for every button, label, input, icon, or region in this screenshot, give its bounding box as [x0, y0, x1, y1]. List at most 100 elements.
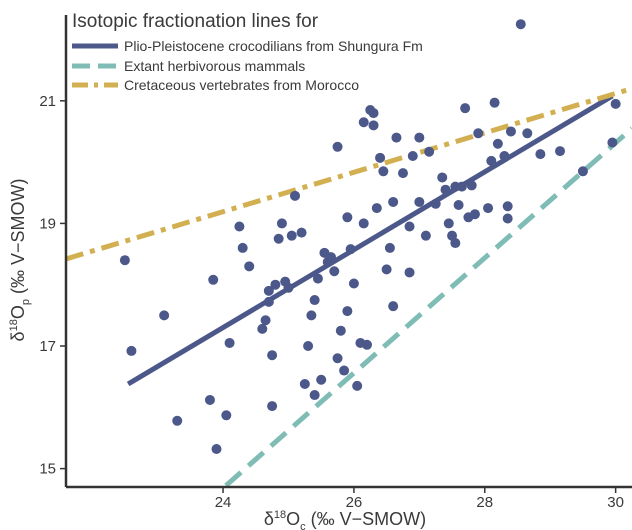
data-point: [391, 132, 402, 143]
data-point: [469, 209, 480, 220]
data-point: [306, 310, 317, 321]
data-point: [371, 203, 382, 214]
fractionation-lines: [66, 86, 632, 487]
data-point: [309, 295, 320, 306]
data-point: [440, 184, 451, 195]
data-point: [263, 296, 274, 307]
data-point: [499, 150, 510, 161]
data-point: [172, 415, 183, 426]
data-point: [234, 221, 245, 232]
data-point: [502, 213, 513, 224]
data-point: [221, 410, 232, 421]
data-point: [397, 168, 408, 179]
data-point: [489, 97, 500, 108]
legend-label-herbivorous-mammals: Extant herbivorous mammals: [124, 58, 305, 74]
data-point: [555, 146, 566, 157]
legend-label-crocodilians: Plio-Pleistocene crocodilians from Shung…: [124, 38, 423, 54]
data-point: [430, 198, 441, 209]
data-point: [381, 264, 392, 275]
fractionation-line-1: [220, 126, 632, 487]
x-tick-label: 30: [607, 494, 624, 511]
data-point: [303, 341, 314, 352]
data-point: [437, 172, 448, 183]
data-point: [515, 19, 526, 30]
data-point: [159, 310, 170, 321]
data-point: [483, 203, 494, 214]
data-point: [404, 221, 415, 232]
data-point: [610, 98, 621, 109]
data-point: [522, 128, 533, 139]
data-point: [296, 227, 307, 238]
y-tick-label: 15: [39, 461, 56, 478]
data-point: [388, 301, 399, 312]
x-axis-title: δ18Oc (‰ V−SMOW): [264, 509, 426, 530]
data-point: [502, 201, 513, 212]
data-point: [345, 244, 356, 255]
x-tick-label: 26: [346, 494, 363, 511]
data-point: [505, 126, 516, 137]
data-point: [224, 337, 235, 348]
data-point: [299, 379, 310, 390]
data-point: [473, 128, 484, 139]
data-point: [577, 166, 588, 177]
data-point: [204, 394, 215, 405]
data-point: [329, 266, 340, 277]
data-point: [466, 180, 477, 191]
axes: [64, 15, 632, 489]
data-point: [352, 380, 363, 391]
legend: Isotopic fractionation lines for Plio-Pl…: [72, 11, 423, 93]
data-point: [368, 120, 379, 131]
data-point: [358, 218, 369, 229]
legend-title: Isotopic fractionation lines for: [72, 11, 319, 32]
data-point: [414, 132, 425, 143]
data-point: [348, 278, 359, 289]
data-point: [404, 267, 415, 278]
data-point: [244, 261, 255, 272]
data-point: [126, 345, 137, 356]
data-point: [332, 353, 343, 364]
data-point: [312, 273, 323, 284]
data-point: [342, 306, 353, 317]
y-tick-label: 19: [39, 215, 56, 232]
data-point: [486, 155, 497, 166]
data-point: [607, 137, 618, 148]
data-point: [378, 166, 389, 177]
y-axis-title: δ18Op (‰ V−SMOW): [8, 179, 32, 342]
data-points: [119, 19, 621, 454]
data-point: [237, 242, 248, 253]
fractionation-line-0: [126, 93, 614, 387]
data-point: [456, 181, 467, 192]
data-point: [375, 152, 386, 163]
data-point: [424, 146, 435, 157]
data-point: [420, 230, 431, 241]
fractionation-line-2: [66, 86, 632, 262]
legend-label-cretaceous-vertebrates: Cretaceous vertebrates from Morocco: [124, 77, 359, 93]
x-tick-label: 28: [476, 494, 493, 511]
data-point: [270, 279, 281, 290]
data-point: [211, 443, 222, 454]
data-point: [309, 390, 320, 401]
data-point: [407, 150, 418, 161]
data-point: [358, 117, 369, 128]
data-point: [384, 242, 395, 253]
data-point: [263, 285, 274, 296]
data-point: [361, 339, 372, 350]
data-point: [535, 149, 546, 160]
data-point: [332, 141, 343, 152]
data-point: [316, 374, 327, 385]
data-point: [267, 350, 278, 361]
data-point: [335, 325, 346, 336]
data-point: [257, 323, 268, 334]
y-tick-label: 17: [39, 338, 56, 355]
data-point: [276, 218, 287, 229]
data-point: [443, 218, 454, 229]
data-point: [388, 196, 399, 207]
data-point: [267, 401, 278, 412]
y-tick-label: 21: [39, 93, 56, 110]
data-point: [339, 365, 350, 376]
data-point: [450, 238, 461, 249]
data-point: [342, 212, 353, 223]
data-point: [290, 190, 301, 201]
data-point: [326, 252, 337, 263]
